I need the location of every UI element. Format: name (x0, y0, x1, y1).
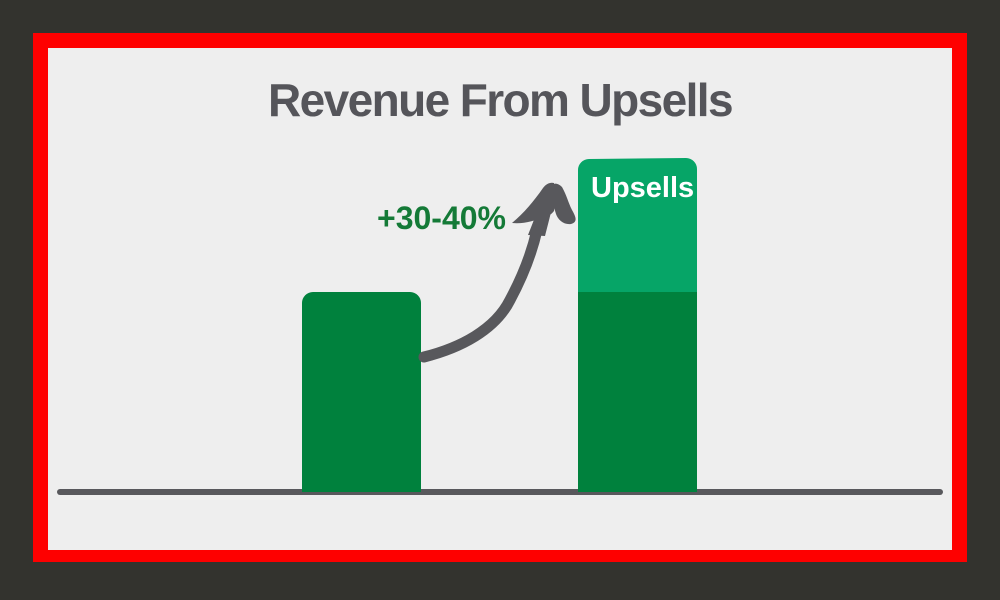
svg-text:Upsells: Upsells (591, 172, 694, 204)
svg-text:+30-40%: +30-40% (377, 200, 506, 236)
